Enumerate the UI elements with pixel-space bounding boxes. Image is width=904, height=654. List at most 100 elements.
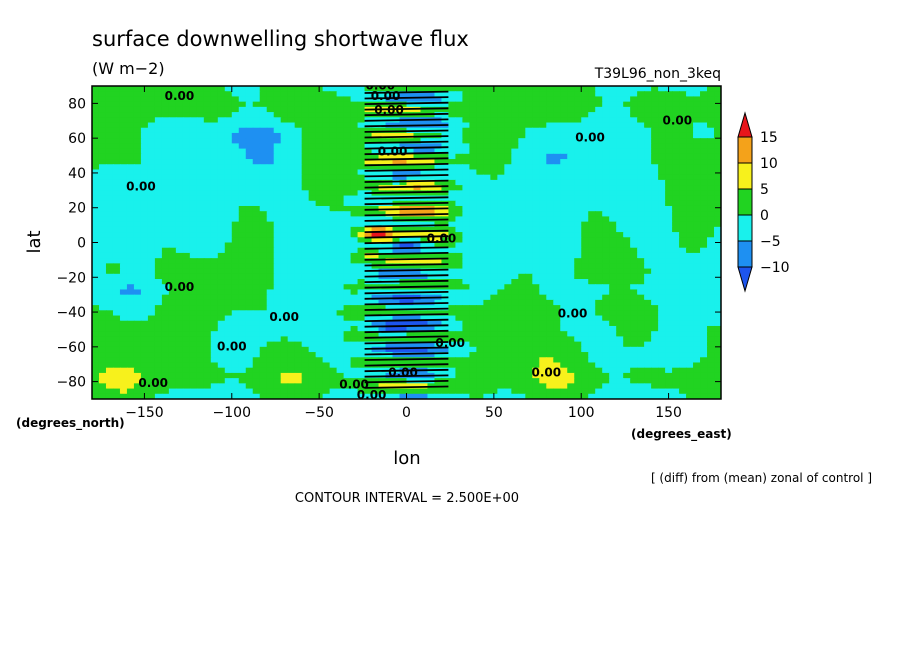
heatmap-cell (644, 242, 652, 249)
heatmap-cell (595, 148, 603, 155)
heatmap-cell (602, 211, 610, 218)
heatmap-cell (175, 195, 184, 202)
heatmap-cell (189, 325, 198, 332)
heatmap-cell (399, 169, 408, 176)
heatmap-cell (154, 195, 163, 202)
heatmap-cell (511, 101, 519, 108)
heatmap-cell (616, 242, 624, 249)
heatmap-cell (350, 336, 359, 343)
heatmap-cell (532, 211, 540, 218)
heatmap-cell (266, 159, 275, 165)
heatmap-cell (105, 305, 114, 311)
heatmap-cell (623, 138, 631, 144)
heatmap-cell (378, 91, 387, 98)
heatmap-cell (665, 320, 673, 327)
heatmap-cell (581, 185, 589, 191)
heatmap-cell (140, 122, 149, 129)
heatmap-cell (504, 117, 512, 124)
heatmap-cell (525, 341, 533, 348)
heatmap-cell (490, 273, 498, 280)
heatmap-cell (595, 268, 603, 275)
heatmap-cell (693, 148, 701, 155)
heatmap-cell (364, 216, 373, 223)
heatmap-cell (476, 143, 484, 150)
heatmap-cell (280, 341, 289, 348)
heatmap-cell (308, 185, 317, 191)
heatmap-cell (336, 221, 345, 228)
heatmap-cell (196, 252, 205, 259)
heatmap-cell (287, 273, 296, 280)
heatmap-cell (308, 169, 317, 176)
heatmap-cell (287, 336, 296, 343)
heatmap-cell (294, 122, 303, 129)
heatmap-cell (707, 242, 715, 249)
heatmap-cell (490, 205, 498, 212)
heatmap-cell (700, 179, 708, 186)
heatmap-cell (574, 273, 582, 280)
heatmap-cell (92, 200, 100, 207)
heatmap-cell (644, 159, 652, 165)
heatmap-cell (588, 159, 596, 165)
heatmap-cell (490, 91, 498, 98)
heatmap-cell (581, 299, 589, 306)
heatmap-cell (469, 159, 477, 165)
heatmap-cell (280, 367, 289, 374)
heatmap-cell (518, 200, 526, 207)
heatmap-cell (518, 294, 526, 301)
heatmap-cell (210, 258, 219, 264)
heatmap-cell (476, 263, 484, 270)
heatmap-cell (665, 221, 673, 228)
heatmap-cell (315, 205, 324, 212)
heatmap-cell (714, 247, 721, 254)
heatmap-cell (126, 279, 135, 285)
heatmap-cell (98, 211, 107, 218)
heatmap-cell (252, 341, 261, 348)
heatmap-cell (273, 205, 282, 212)
heatmap-cell (315, 237, 324, 244)
heatmap-cell (182, 195, 191, 202)
heatmap-cell (266, 138, 275, 144)
heatmap-cell (511, 367, 519, 374)
heatmap-cell (315, 294, 324, 301)
heatmap-cell (602, 232, 610, 238)
heatmap-cell (644, 315, 652, 322)
heatmap-cell (644, 106, 652, 113)
heatmap-cell (140, 106, 149, 113)
heatmap-cell (182, 273, 191, 280)
heatmap-cell (707, 138, 715, 144)
heatmap-cell (539, 263, 547, 270)
heatmap-cell (483, 320, 491, 327)
heatmap-cell (105, 159, 114, 165)
heatmap-cell (133, 226, 142, 233)
heatmap-cell (336, 86, 345, 92)
heatmap-cell (371, 179, 380, 186)
heatmap-cell (637, 367, 645, 374)
heatmap-cell (147, 174, 156, 181)
heatmap-cell (497, 336, 505, 343)
heatmap-cell (567, 179, 575, 186)
heatmap-cell (308, 336, 317, 343)
heatmap-cell (679, 106, 687, 113)
heatmap-cell (616, 367, 624, 374)
heatmap-cell (329, 112, 338, 118)
heatmap-cell (609, 299, 617, 306)
heatmap-cell (637, 179, 645, 186)
heatmap-cell (700, 195, 708, 202)
heatmap-cell (518, 331, 526, 337)
heatmap-cell (546, 164, 554, 171)
heatmap-cell (399, 346, 408, 353)
heatmap-cell (539, 352, 547, 358)
heatmap-cell (560, 263, 568, 270)
heatmap-cell (595, 216, 603, 223)
heatmap-cell (147, 232, 156, 238)
heatmap-cell (700, 315, 708, 322)
heatmap-cell (714, 232, 721, 238)
heatmap-cell (329, 247, 338, 254)
heatmap-cell (133, 117, 142, 124)
heatmap-cell (287, 153, 296, 160)
heatmap-cell (322, 101, 331, 108)
heatmap-cell (448, 200, 457, 207)
heatmap-cell (455, 232, 464, 238)
heatmap-cell (161, 268, 170, 275)
heatmap-cell (630, 127, 638, 134)
